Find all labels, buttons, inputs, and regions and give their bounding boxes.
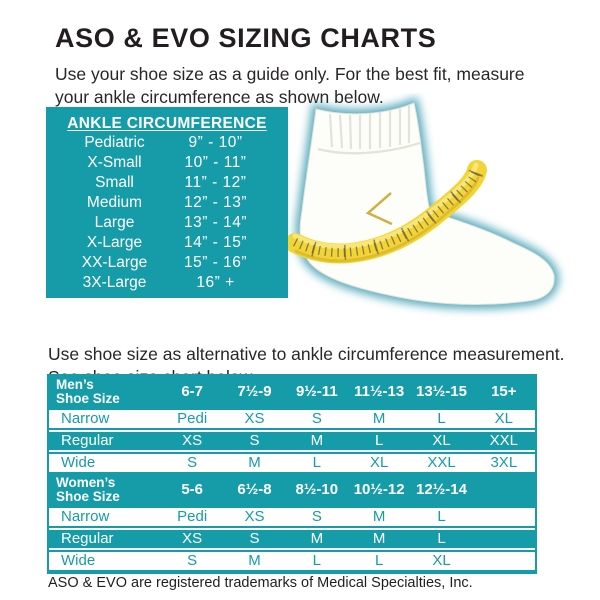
- tape-tick-marks: [292, 167, 482, 257]
- womens-header-row: Women’s Shoe Size 5-6 6½-8 8½-10 10½-12 1…: [49, 474, 535, 506]
- ankle-circumference-table: ANKLE CIRCUMFERENCE Pediatric 9” - 10” X…: [46, 107, 288, 298]
- intro-paragraph-1: Use your shoe size as a guide only. For …: [55, 63, 525, 107]
- table-row: X-Small 10” - 11”: [46, 153, 288, 173]
- womens-narrow-row: Narrow Pedi XS S M L: [49, 506, 535, 528]
- width-label: Wide: [61, 552, 96, 569]
- mens-shoe-size-label: Men’s Shoe Size: [56, 377, 120, 406]
- womens-wide-row: Wide S M L L XL: [49, 550, 535, 572]
- tape-fold-crease: [365, 192, 393, 226]
- column-header: 7½-9: [237, 383, 272, 400]
- size-cell: XL: [369, 454, 389, 471]
- size-cell: S: [249, 530, 260, 547]
- size-cell: M: [248, 552, 261, 569]
- size-cell: XS: [182, 432, 203, 449]
- size-cell: M: [248, 454, 261, 471]
- womens-shoe-size-label: Women’s Shoe Size: [56, 475, 120, 504]
- size-range: 16” +: [196, 274, 235, 291]
- size-cell: L: [374, 432, 384, 449]
- size-range: 9” - 10”: [188, 134, 243, 151]
- column-header: 5-6: [181, 481, 203, 498]
- size-cell: S: [187, 454, 198, 471]
- column-header: 13½-15: [416, 383, 467, 400]
- size-cell: XL: [432, 432, 451, 449]
- column-header: 10½-12: [353, 481, 405, 498]
- measuring-tape: [288, 160, 487, 264]
- size-cell: S: [311, 410, 322, 427]
- sock-body: [299, 102, 555, 305]
- size-cell: M: [310, 530, 324, 547]
- size-label: Medium: [86, 194, 143, 211]
- width-label: Regular: [61, 432, 114, 449]
- size-range: 11” - 12”: [184, 174, 247, 191]
- table-row: X-Large 14” - 15”: [46, 233, 288, 253]
- sock-measuring-tape-illustration: [288, 96, 559, 309]
- mens-regular-row: Regular XS S M L XL XXL: [49, 430, 535, 452]
- size-cell: S: [187, 552, 198, 569]
- size-cell: XL: [432, 552, 451, 569]
- table-row: Large 13” - 14”: [46, 213, 288, 233]
- size-label: Pediatric: [84, 134, 145, 151]
- mens-header-row: Men’s Shoe Size 6-7 7½-9 9½-11 11½-13 13½…: [49, 376, 535, 408]
- size-range: 15” - 16”: [183, 254, 248, 271]
- size-label: X-Small: [87, 154, 142, 171]
- size-cell: S: [249, 432, 260, 449]
- mens-wide-row: Wide S M L XL XXL 3XL: [49, 452, 535, 474]
- size-label: Small: [95, 174, 134, 191]
- size-cell: M: [372, 530, 386, 547]
- size-cell: 3XL: [490, 454, 518, 471]
- size-cell: XXL: [489, 432, 518, 449]
- ankle-table-header: ANKLE CIRCUMFERENCE: [67, 115, 267, 132]
- shoe-size-table: Men’s Shoe Size 6-7 7½-9 9½-11 11½-13 13½…: [47, 374, 537, 574]
- size-cell: L: [312, 454, 321, 471]
- size-range: 13” - 14”: [183, 214, 248, 231]
- size-cell: M: [372, 410, 386, 427]
- trademark-note: ASO & EVO are registered trademarks of M…: [48, 575, 473, 591]
- width-label: Narrow: [61, 410, 110, 427]
- womens-regular-row: Regular XS S M M L: [49, 528, 535, 550]
- page-title: ASO & EVO SIZING CHARTS: [55, 23, 437, 54]
- size-cell: L: [437, 508, 446, 525]
- size-range: 14” - 15”: [183, 234, 248, 251]
- size-cell: Pedi: [177, 508, 208, 525]
- size-cell: XS: [244, 410, 265, 427]
- size-label: XX-Large: [81, 254, 148, 271]
- size-label: X-Large: [86, 234, 143, 251]
- column-header: 11½-13: [354, 383, 405, 400]
- size-cell: L: [374, 552, 384, 569]
- table-row: XX-Large 15” - 16”: [46, 253, 288, 273]
- column-header: 6-7: [181, 383, 203, 400]
- size-label: 3X-Large: [82, 274, 147, 291]
- width-label: Wide: [61, 454, 96, 471]
- column-header: 15+: [491, 383, 517, 400]
- column-header: 12½-14: [416, 481, 467, 498]
- size-cell: XS: [182, 530, 203, 547]
- size-cell: M: [372, 508, 386, 525]
- size-cell: S: [311, 508, 322, 525]
- table-row: Pediatric 9” - 10”: [46, 133, 288, 153]
- mens-narrow-row: Narrow Pedi XS S M L XL: [49, 408, 535, 430]
- size-cell: L: [437, 410, 446, 427]
- size-range: 10” - 11”: [184, 154, 247, 171]
- column-header: 9½-11: [295, 383, 338, 400]
- sock-cuff-ribs: [317, 105, 421, 155]
- table-row: Medium 12” - 13”: [46, 193, 288, 213]
- size-cell: L: [312, 552, 321, 569]
- size-range: 12” - 13”: [183, 194, 248, 211]
- size-label: Large: [94, 214, 135, 231]
- column-header: 8½-10: [295, 481, 339, 498]
- size-cell: XL: [494, 410, 513, 427]
- width-label: Narrow: [61, 508, 110, 525]
- table-row: 3X-Large 16” +: [46, 273, 288, 293]
- size-cell: XS: [244, 508, 265, 525]
- column-header: 6½-8: [237, 481, 272, 498]
- size-cell: L: [437, 530, 446, 547]
- table-row: Small 11” - 12”: [46, 173, 288, 193]
- width-label: Regular: [61, 530, 114, 547]
- size-cell: Pedi: [177, 410, 208, 427]
- size-cell: M: [310, 432, 324, 449]
- size-cell: XXL: [427, 454, 456, 471]
